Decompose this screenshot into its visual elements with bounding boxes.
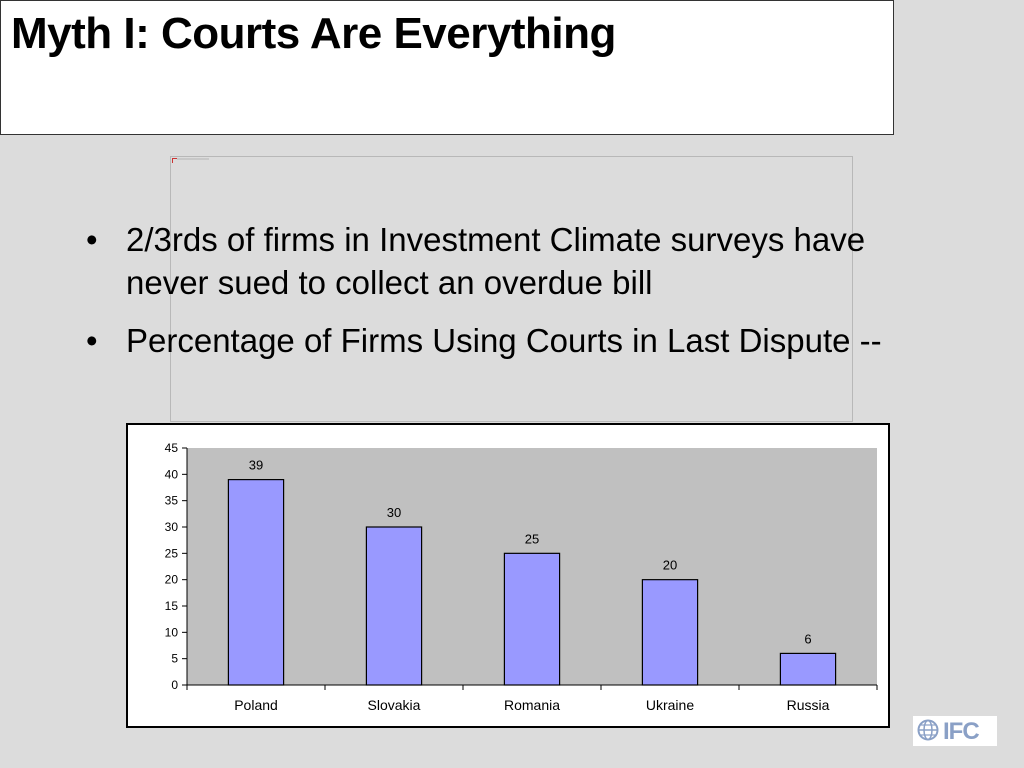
x-tick-label: Ukraine — [646, 697, 694, 713]
bullet-text: 2/3rds of firms in Investment Climate su… — [126, 221, 866, 301]
y-tick-label: 5 — [171, 652, 178, 666]
bar-ukraine — [641, 579, 699, 686]
data-label: 6 — [804, 631, 811, 646]
bullet-item: • Percentage of Firms Using Courts in La… — [86, 324, 936, 358]
title-box: Myth I: Courts Are Everything — [0, 0, 894, 135]
bar-poland — [227, 478, 285, 686]
y-tick-label: 40 — [165, 467, 179, 481]
y-tick-label: 10 — [165, 625, 179, 639]
y-tick-label: 15 — [165, 599, 179, 613]
bar-slovakia — [365, 526, 423, 686]
x-tick-label: Slovakia — [368, 697, 421, 713]
ifc-logo: IFC — [913, 716, 997, 746]
x-tick-label: Poland — [234, 697, 278, 713]
bullet-glyph: • — [86, 322, 98, 359]
data-label: 20 — [663, 558, 677, 573]
data-label: 25 — [525, 531, 539, 546]
slide-title: Myth I: Courts Are Everything — [11, 9, 616, 58]
bar-romania — [503, 552, 561, 686]
x-tick-label: Russia — [787, 697, 830, 713]
bullet-item: • 2/3rds of firms in Investment Climate … — [86, 218, 936, 304]
y-tick-label: 25 — [165, 546, 179, 560]
bullet-list: • 2/3rds of firms in Investment Climate … — [86, 218, 936, 378]
logo-text: IFC — [943, 718, 980, 745]
y-tick-label: 20 — [165, 573, 179, 587]
chart-canvas: 0 5 10 15 20 25 30 35 40 45 39 Poland 30 Slovakia 25 Ro… — [165, 441, 878, 713]
globe-icon — [917, 719, 939, 741]
placeholder-caption — [177, 158, 209, 160]
broken-image-icon — [172, 158, 177, 163]
bullet-text: Percentage of Firms Using Courts in Last… — [126, 322, 882, 359]
bar-russia — [779, 652, 837, 686]
data-label: 30 — [387, 505, 401, 520]
data-label: 39 — [249, 458, 263, 473]
x-tick-label: Romania — [504, 697, 560, 713]
placeholder-frame — [170, 156, 853, 422]
bar-chart: 0 5 10 15 20 25 30 35 40 45 39 Poland 30 Slovakia 25 Ro… — [126, 423, 890, 728]
y-tick-label: 35 — [165, 494, 179, 508]
y-tick-label: 45 — [165, 441, 179, 455]
bullet-glyph: • — [86, 221, 98, 258]
y-tick-label: 0 — [171, 678, 178, 692]
y-tick-label: 30 — [165, 520, 179, 534]
